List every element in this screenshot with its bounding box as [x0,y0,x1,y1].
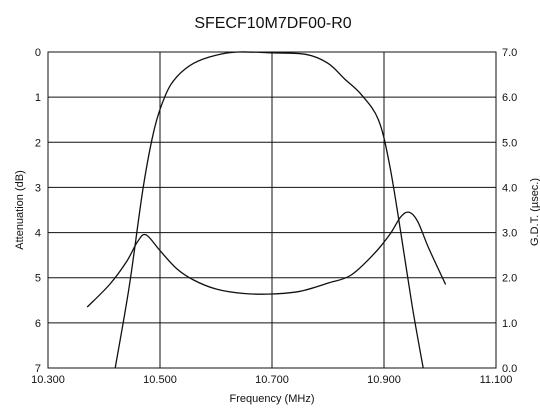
x-tick-label: 10.300 [31,374,65,386]
y2-tick-label: 4.0 [502,182,517,194]
y-tick-label: 0 [35,47,41,59]
y2-tick-label: 7.0 [502,47,517,59]
x-tick-label: 10.900 [367,374,401,386]
series-layer [86,51,447,369]
x-axis-label: Frequency (MHz) [230,393,315,405]
x-tick-label: 11.100 [480,374,513,386]
x-tick-label: 10.700 [255,374,289,386]
plot-frame [47,51,497,369]
y2-tick-label: 1.0 [502,318,517,330]
y2-tick-label: 6.0 [502,92,517,104]
attenuation-series-line [114,51,424,369]
y2-tick-label: 2.0 [502,273,517,285]
y2-tick-label: 5.0 [502,137,517,149]
y2-tick-label: 0.0 [502,363,517,375]
gdt-series-line [86,211,447,308]
grid [48,52,496,368]
y-tick-label: 4 [35,228,41,240]
y-tick-label: 1 [35,92,41,104]
x-tick-label: 10.500 [143,374,177,386]
y-tick-label: 7 [35,363,41,375]
y-tick-label: 2 [35,137,41,149]
y-tick-label: 5 [35,273,41,285]
chart-title: SFECF10M7DF00-R0 [194,15,351,32]
tick-labels: 10.300 10.500 10.700 10.900 11.100 0 1 2 3 4 5 6 7 7.… [31,47,517,386]
y2-axis-label: G.D.T. (µsec.) [529,178,540,246]
y-axis-label: Attenuation (dB) [14,170,26,250]
y-tick-label: 3 [35,182,41,194]
y2-tick-label: 3.0 [502,228,517,240]
y-tick-label: 6 [35,318,41,330]
